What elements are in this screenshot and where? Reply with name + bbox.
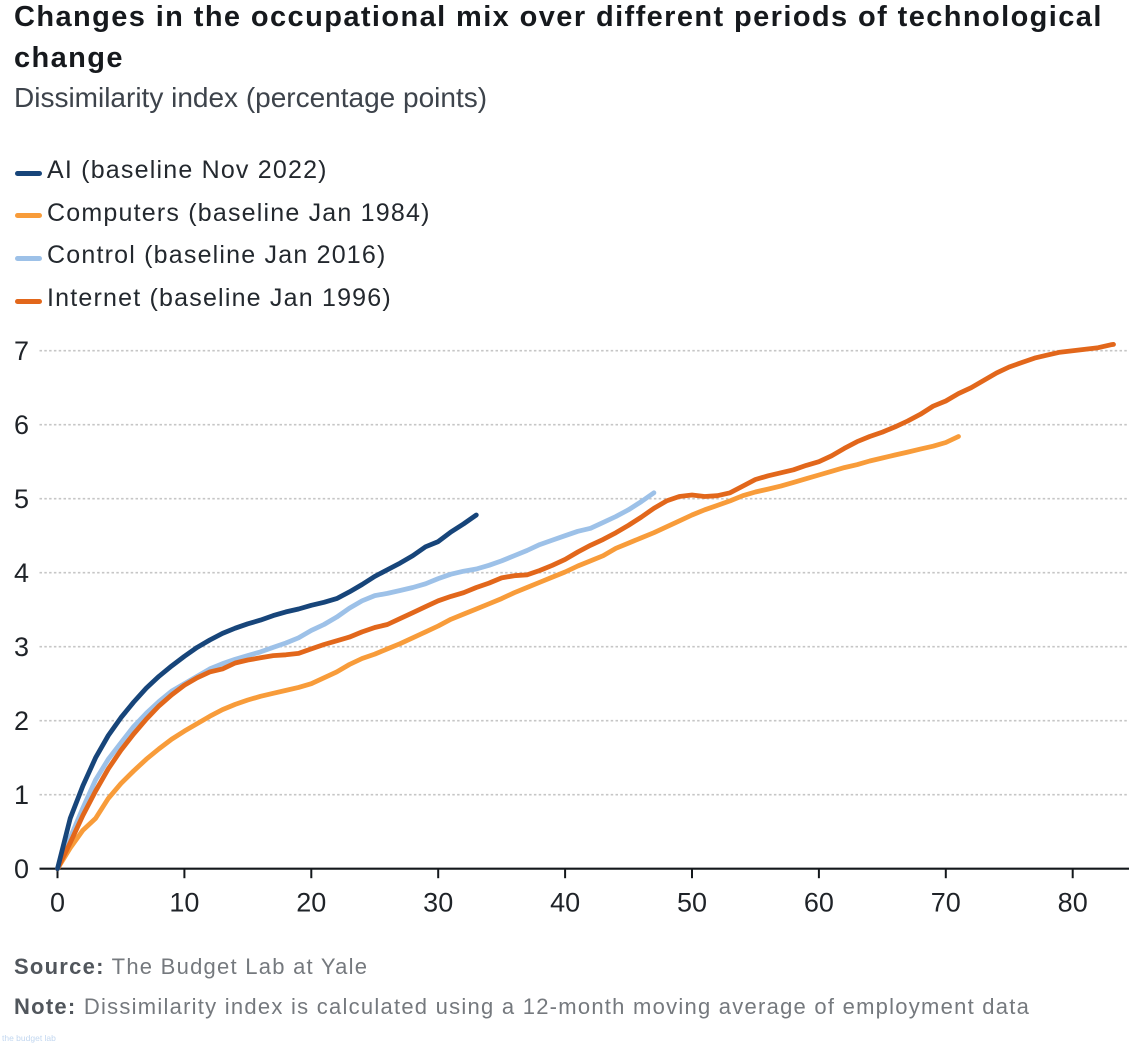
svg-text:3: 3 <box>14 632 29 662</box>
svg-text:1: 1 <box>14 780 29 810</box>
svg-text:40: 40 <box>550 888 580 918</box>
svg-text:2: 2 <box>14 706 29 736</box>
svg-text:70: 70 <box>931 888 961 918</box>
svg-text:60: 60 <box>804 888 834 918</box>
svg-text:0: 0 <box>14 854 29 884</box>
svg-text:4: 4 <box>14 558 29 588</box>
svg-text:0: 0 <box>50 888 65 918</box>
svg-text:10: 10 <box>169 888 199 918</box>
svg-text:7: 7 <box>14 336 29 366</box>
svg-text:50: 50 <box>677 888 707 918</box>
svg-text:20: 20 <box>296 888 326 918</box>
svg-text:80: 80 <box>1058 888 1088 918</box>
svg-text:5: 5 <box>14 484 29 514</box>
svg-text:30: 30 <box>423 888 453 918</box>
svg-text:6: 6 <box>14 410 29 440</box>
